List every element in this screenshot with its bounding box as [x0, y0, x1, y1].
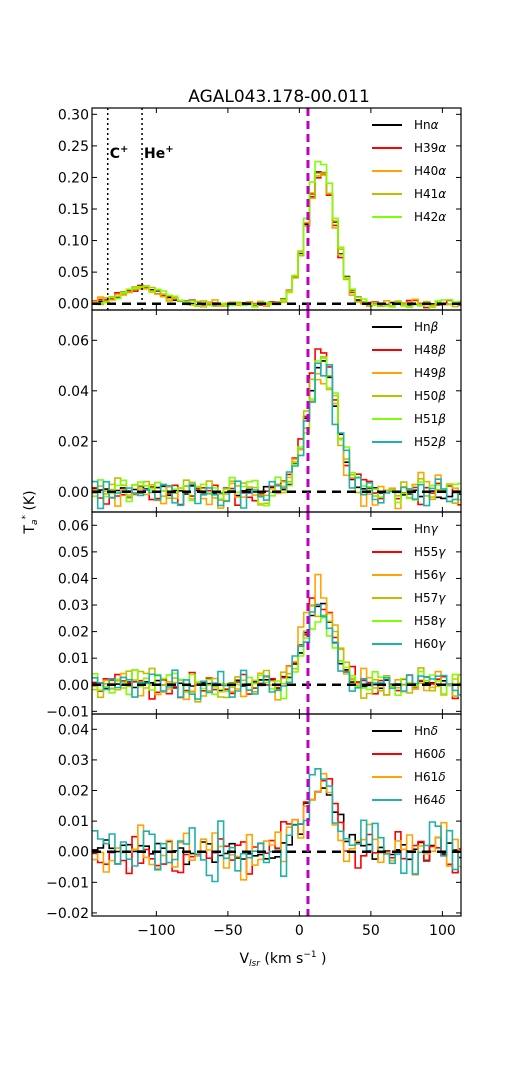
xtick-label-2: 0: [295, 923, 304, 939]
legend-beta: Hnβ H48β H49β H50β H51β H52β: [372, 320, 446, 449]
ytick-label-delta-5: 0.03: [58, 753, 89, 769]
legend-label-beta-3: H50β: [414, 389, 446, 403]
ytick-label-gamma-0: −0.01: [46, 704, 89, 720]
ytick-label-gamma-3: 0.02: [58, 625, 89, 641]
chart-title: AGAL043.178-00.011: [188, 87, 370, 107]
legend-label-delta-1: H60δ: [414, 747, 446, 761]
ytick-label-beta-3: 0.06: [58, 333, 89, 349]
ytick-label-alpha-0: 0.00: [58, 297, 89, 313]
series-gamma-5: [92, 604, 461, 700]
plot-area-beta: [92, 310, 461, 512]
ytick-label-delta-3: 0.01: [58, 814, 89, 830]
ytick-label-gamma-2: 0.01: [58, 651, 89, 667]
ytick-label-delta-4: 0.02: [58, 784, 89, 800]
series-beta-4: [92, 357, 461, 507]
legend-label-alpha-3: H41α: [414, 187, 446, 201]
frame-delta: [91, 713, 462, 917]
panel-alpha: C+ He+ 0.00 0.05 0.10 0.15 0.20 0.25 0.30 Hnα H39α…: [58, 107, 462, 313]
legend-label-gamma-0: Hnγ: [414, 522, 439, 536]
ytick-label-delta-6: 0.04: [58, 722, 89, 738]
plot-area-delta: [92, 714, 461, 916]
x-axis-label: Vlsr (km s−1 ): [239, 950, 326, 969]
legend-label-beta-1: H48β: [414, 343, 446, 357]
legend-label-gamma-1: H55γ: [414, 545, 446, 559]
ytick-label-delta-0: −0.02: [46, 906, 89, 922]
legend-label-gamma-5: H60γ: [414, 637, 446, 651]
series-gamma-0: [92, 602, 461, 692]
ytick-label-alpha-4: 0.20: [58, 170, 89, 186]
legend-label-delta-0: Hnδ: [414, 724, 438, 738]
xtick-label-4: 100: [429, 923, 456, 939]
panel-gamma: −0.01 0.00 0.01 0.02 0.03 0.04 0.05 0.06 Hnγ H55γ…: [46, 511, 462, 720]
plot-area-gamma: [92, 512, 461, 714]
legend-label-beta-2: H49β: [414, 366, 446, 380]
legend-label-beta-5: H52β: [414, 435, 446, 449]
legend-label-delta-3: H64δ: [414, 793, 446, 807]
legend-label-alpha-0: Hnα: [414, 118, 439, 132]
legend-label-gamma-3: H57γ: [414, 591, 446, 605]
ytick-label-delta-1: −0.01: [46, 875, 89, 891]
ytick-label-gamma-6: 0.05: [58, 545, 89, 561]
series-beta-5: [92, 362, 461, 510]
legend-label-alpha-2: H40α: [414, 164, 446, 178]
legend-label-alpha-4: H42α: [414, 210, 446, 224]
ytick-label-alpha-6: 0.30: [58, 107, 89, 123]
ytick-label-gamma-1: 0.00: [58, 678, 89, 694]
panels: C+ He+ 0.00 0.05 0.10 0.15 0.20 0.25 0.30 Hnα H39α…: [46, 107, 462, 939]
plot-area-alpha: [92, 108, 461, 310]
ytick-label-beta-2: 0.04: [58, 384, 89, 400]
ytick-label-gamma-7: 0.06: [58, 518, 89, 534]
series-alpha-1: [92, 173, 461, 309]
ytick-label-beta-0: 0.00: [58, 485, 89, 501]
ytick-label-alpha-1: 0.05: [58, 265, 89, 281]
legend-label-gamma-4: H58γ: [414, 614, 446, 628]
ytick-label-alpha-5: 0.25: [58, 139, 89, 155]
legend-label-alpha-1: H39α: [414, 141, 446, 155]
panel-delta: −0.02 −0.01 0.00 0.01 0.02 0.03 0.04 Hnδ H60δ H61…: [46, 713, 462, 922]
legend-gamma: Hnγ H55γ H56γ H57γ H58γ H60γ: [372, 522, 446, 651]
frame-alpha: [91, 107, 462, 311]
ytick-label-gamma-4: 0.03: [58, 598, 89, 614]
legend-label-gamma-2: H56γ: [414, 568, 446, 582]
legend-alpha: Hnα H39α H40α H41α H42α: [372, 118, 446, 224]
ytick-label-alpha-3: 0.15: [58, 202, 89, 218]
legend-delta: Hnδ H60δ H61δ H64δ: [372, 724, 446, 807]
marker-label-0: C+: [110, 144, 129, 162]
xtick-label-3: 50: [362, 923, 380, 939]
panel-beta: 0.00 0.02 0.04 0.06 Hnβ H48β H49β H50β H51β H52β: [58, 309, 462, 513]
marker-label-1: He+: [144, 144, 174, 162]
series-delta-3: [92, 768, 461, 883]
xtick-label-1: −50: [213, 923, 243, 939]
y-axis-label: Ta* (K): [21, 490, 40, 534]
ytick-label-gamma-5: 0.04: [58, 571, 89, 587]
legend-label-beta-4: H51β: [414, 412, 446, 426]
ytick-label-delta-2: 0.00: [58, 845, 89, 861]
ytick-label-beta-1: 0.02: [58, 434, 89, 450]
ytick-label-alpha-2: 0.10: [58, 234, 89, 250]
legend-label-beta-0: Hnβ: [414, 320, 439, 334]
legend-label-delta-2: H61δ: [414, 770, 446, 784]
series-beta-3: [92, 356, 461, 504]
series-gamma-4: [92, 616, 461, 700]
series-delta-2: [92, 772, 461, 881]
xtick-label-0: −100: [137, 923, 175, 939]
